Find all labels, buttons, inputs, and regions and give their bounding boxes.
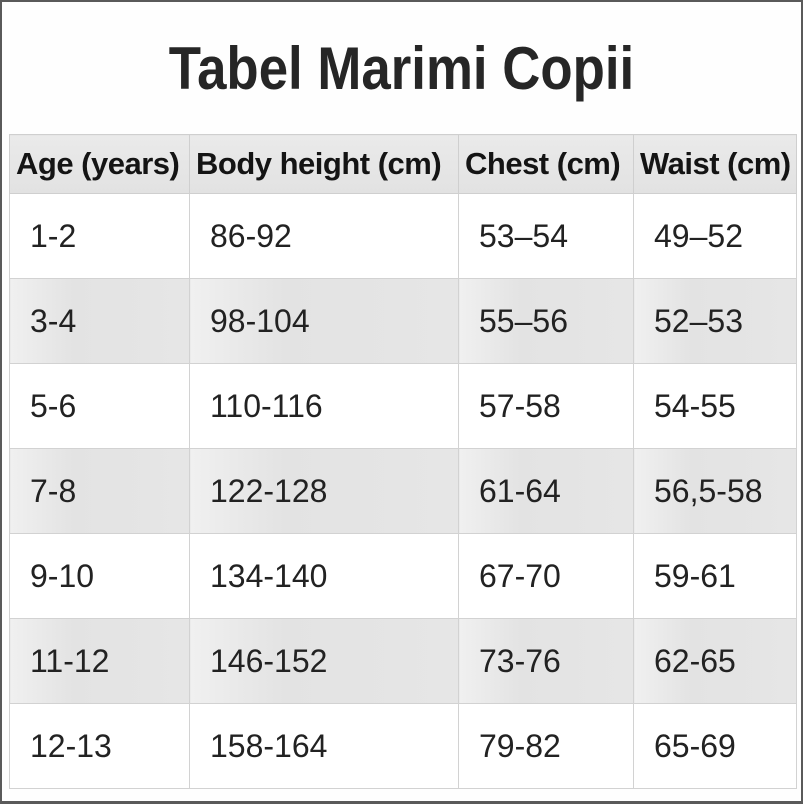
page-title: Tabel Marimi Copii (168, 34, 635, 102)
column-header-waist: Waist (cm) (633, 134, 797, 194)
table-cell-height: 146-152 (189, 618, 459, 704)
table-cell-height: 98-104 (189, 278, 459, 364)
table-cell-waist: 52–53 (633, 278, 797, 364)
table-cell-height: 86-92 (189, 193, 459, 279)
table-cell-age: 9-10 (9, 533, 190, 619)
table-cell-height: 122-128 (189, 448, 459, 534)
table-cell-age: 3-4 (9, 278, 190, 364)
table-cell-chest: 73-76 (458, 618, 634, 704)
table-row: 5-6 110-116 57-58 54-55 (9, 363, 797, 449)
table-cell-waist: 59-61 (633, 533, 797, 619)
table-cell-height: 158-164 (189, 703, 459, 789)
table-row: 9-10 134-140 67-70 59-61 (9, 533, 797, 619)
table-cell-waist: 49–52 (633, 193, 797, 279)
table-cell-chest: 53–54 (458, 193, 634, 279)
table-cell-age: 1-2 (9, 193, 190, 279)
table-cell-chest: 61-64 (458, 448, 634, 534)
table-cell-waist: 54-55 (633, 363, 797, 449)
table-row: 3-4 98-104 55–56 52–53 (9, 278, 797, 364)
table-cell-age: 5-6 (9, 363, 190, 449)
column-header-chest: Chest (cm) (458, 134, 634, 194)
table-cell-chest: 57-58 (458, 363, 634, 449)
column-header-body-height: Body height (cm) (189, 134, 459, 194)
table-cell-age: 12-13 (9, 703, 190, 789)
table-row: 12-13 158-164 79-82 65-69 (9, 703, 797, 789)
table-cell-height: 134-140 (189, 533, 459, 619)
table-cell-age: 7-8 (9, 448, 190, 534)
column-header-age: Age (years) (9, 134, 190, 194)
table-header-row: Age (years) Body height (cm) Chest (cm) … (9, 134, 797, 194)
children-size-table: Age (years) Body height (cm) Chest (cm) … (9, 134, 797, 789)
table-cell-chest: 55–56 (458, 278, 634, 364)
table-cell-height: 110-116 (189, 363, 459, 449)
table-cell-chest: 79-82 (458, 703, 634, 789)
title-area: Tabel Marimi Copii (2, 2, 801, 134)
table-cell-waist: 65-69 (633, 703, 797, 789)
table-cell-waist: 56,5-58 (633, 448, 797, 534)
table-row: 1-2 86-92 53–54 49–52 (9, 193, 797, 279)
table-row: 11-12 146-152 73-76 62-65 (9, 618, 797, 704)
table-row: 7-8 122-128 61-64 56,5-58 (9, 448, 797, 534)
table-cell-chest: 67-70 (458, 533, 634, 619)
table-cell-waist: 62-65 (633, 618, 797, 704)
table-cell-age: 11-12 (9, 618, 190, 704)
